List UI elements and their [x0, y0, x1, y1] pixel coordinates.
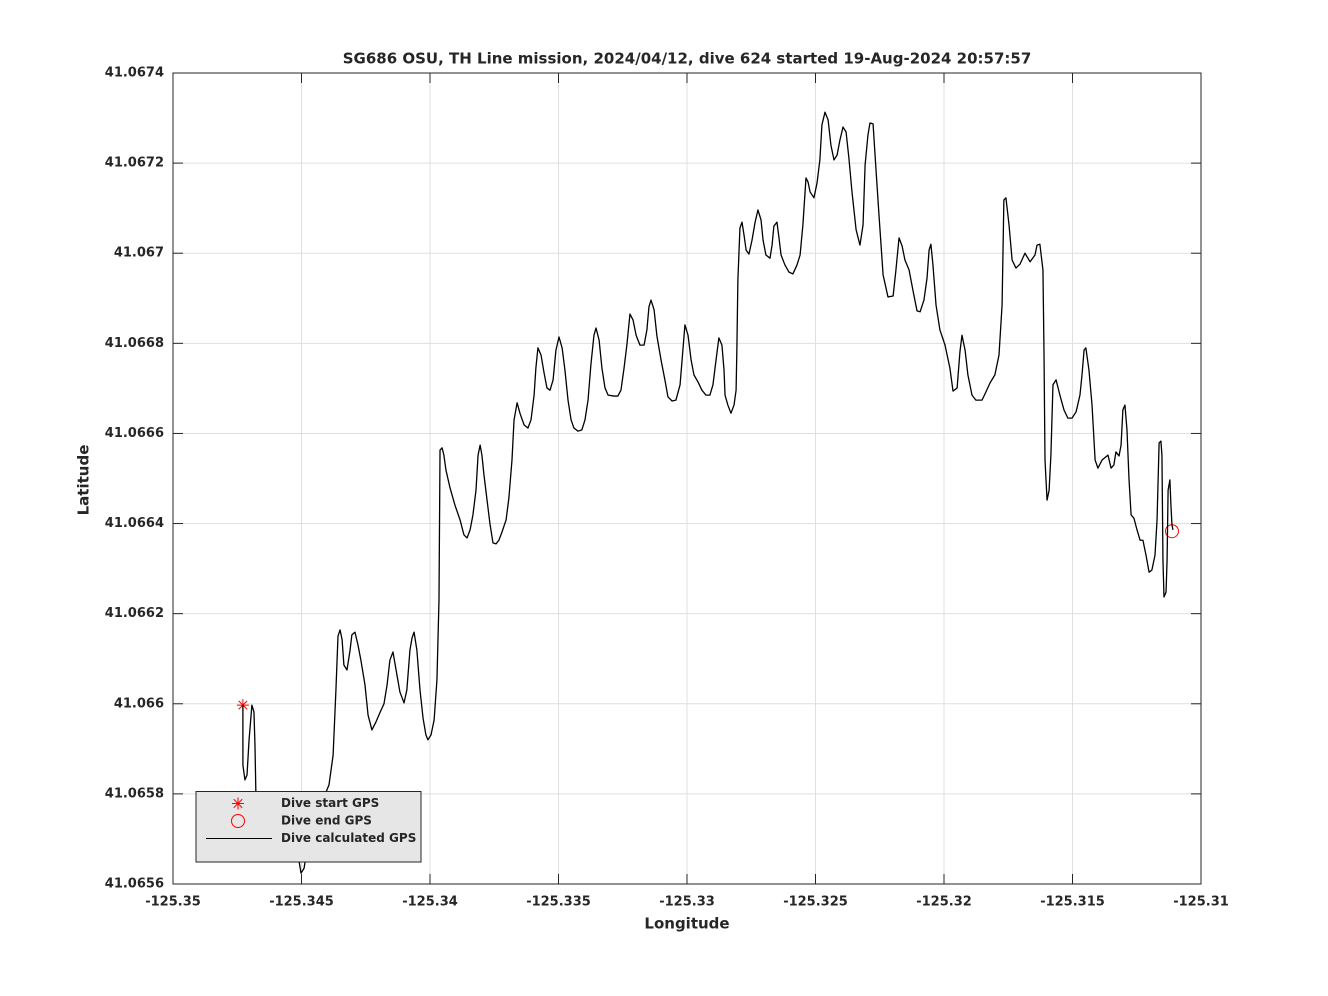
y-tick-label: 41.0674 [105, 66, 164, 81]
y-tick-label: 41.0664 [105, 516, 164, 531]
x-axis-label: Longitude [644, 915, 729, 933]
x-tick-label: -125.34 [402, 895, 458, 910]
x-tick-label: -125.335 [526, 895, 591, 910]
x-tick-label: -125.31 [1173, 895, 1229, 910]
x-tick-label: -125.32 [916, 895, 972, 910]
y-tick-label: 41.067 [114, 246, 164, 261]
y-tick-label: 41.0656 [105, 877, 164, 892]
marker-stroke [233, 798, 243, 809]
legend: Dive start GPS Dive end GPS Dive calculate… [195, 791, 422, 863]
legend-label: Dive end GPS [281, 814, 372, 828]
x-tick-label: -125.315 [1040, 895, 1105, 910]
y-tick-label: 41.0658 [105, 786, 164, 801]
grid-layer: -125.35 -125.345 -125.34 -125.335 -125.33 -12… [105, 66, 1229, 910]
y-tick-label: 41.0668 [105, 336, 164, 351]
y-tick-label: 41.0672 [105, 156, 164, 171]
y-tick-label: 41.0662 [105, 606, 164, 621]
data-layer [236, 111, 1179, 874]
chart-title: SG686 OSU, TH Line mission, 2024/04/12, … [343, 50, 1032, 68]
y-tick-label: 41.066 [114, 696, 164, 711]
legend-label: Dive calculated GPS [281, 831, 416, 845]
start-marker [232, 797, 244, 810]
x-tick-label: -125.33 [659, 895, 715, 910]
x-tick-label: -125.325 [783, 895, 848, 910]
legend-label: Dive start GPS [281, 796, 379, 810]
axes-box [172, 72, 1202, 885]
x-tick-label: -125.35 [145, 895, 201, 910]
y-tick-label: 41.0666 [105, 426, 164, 441]
gps-track [242, 111, 1174, 874]
y-axis-label: Latitude [75, 445, 93, 516]
end-marker [231, 814, 245, 828]
x-tick-label: -125.345 [269, 895, 334, 910]
marker-stroke [238, 700, 248, 710]
